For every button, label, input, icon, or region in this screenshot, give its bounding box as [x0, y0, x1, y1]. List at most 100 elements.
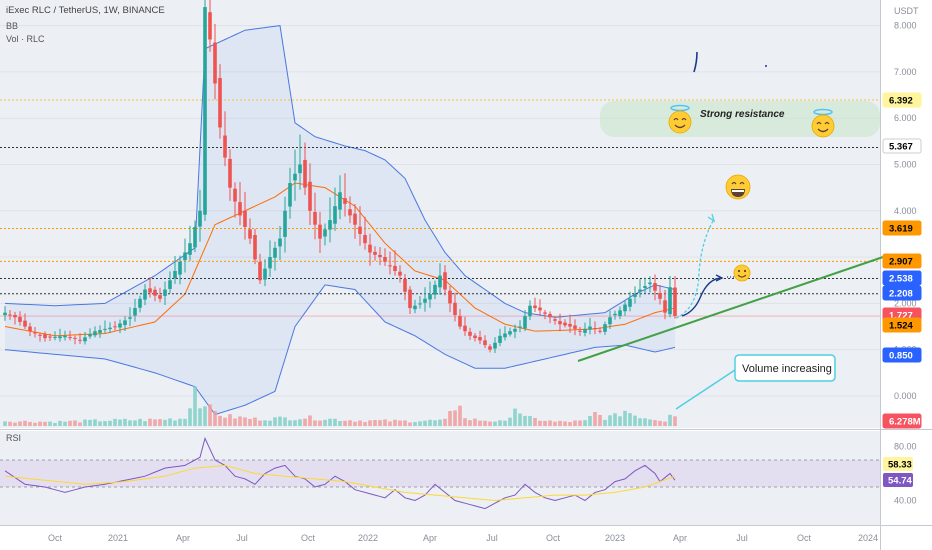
grin-icon — [725, 174, 751, 200]
volume-bar — [228, 414, 232, 426]
volume-bar — [108, 420, 112, 426]
price-tag — [882, 253, 922, 269]
rsi-axis-tick: 80.00 — [894, 442, 917, 452]
bb-lower — [4, 284, 676, 416]
volume-bar — [328, 418, 332, 426]
candle-body — [543, 312, 547, 314]
volume-bar — [213, 410, 217, 426]
bb-fill — [5, 25, 675, 415]
volume-bar — [488, 421, 492, 426]
candle-body — [393, 265, 397, 271]
candle-body — [113, 326, 117, 328]
candle-body — [118, 323, 122, 328]
strong-resistance-label: Strong resistance — [700, 109, 785, 120]
time-axis-tick: Oct — [797, 533, 812, 543]
support-trendline — [577, 255, 887, 362]
candle-body — [668, 287, 672, 315]
candle-body — [233, 188, 237, 202]
candle-body — [198, 210, 202, 227]
candle-body — [283, 210, 287, 237]
candle-body — [73, 337, 77, 339]
volume-bar — [33, 422, 37, 426]
volume-bar — [613, 413, 617, 426]
time-axis-tick: Oct — [301, 533, 316, 543]
candle-body — [188, 243, 192, 255]
candle-body — [38, 334, 42, 336]
candle-body — [158, 295, 162, 299]
volume-bar — [173, 420, 177, 426]
time-axis-tick: Apr — [673, 533, 687, 543]
candle-body — [288, 183, 292, 207]
candle-body — [8, 314, 12, 316]
volume-increasing-callout: Volume increasing — [734, 354, 836, 382]
candle-body — [598, 330, 602, 332]
volume-bar — [403, 420, 407, 426]
candle-body — [433, 284, 437, 295]
candle-body — [168, 280, 172, 289]
volume-bar — [143, 421, 147, 426]
candle-body — [453, 302, 457, 315]
candle-body — [253, 234, 257, 260]
candle-body — [368, 244, 372, 253]
volume-bar — [623, 410, 627, 426]
candle-body — [343, 198, 347, 204]
grid-lines — [0, 25, 880, 397]
candle-body — [318, 224, 322, 239]
time-axis-tick: 2021 — [108, 533, 128, 543]
candle-body — [163, 289, 167, 296]
volume-bar — [468, 420, 472, 426]
halo-smile-icon — [811, 108, 835, 138]
price-tag — [882, 270, 922, 286]
volume-bar — [338, 421, 342, 426]
volume-bar — [368, 420, 372, 426]
volume-bar — [73, 420, 77, 426]
candle-body — [383, 257, 387, 262]
price-tag-label: 0.850 — [889, 351, 913, 362]
volume-bar — [258, 420, 262, 426]
volume-bar — [178, 418, 182, 426]
volume-bar — [298, 419, 302, 426]
candle-body — [333, 206, 337, 224]
candle-body — [663, 300, 667, 313]
candle-body — [348, 209, 352, 216]
candle-body — [518, 326, 522, 328]
volume-bar — [8, 421, 12, 426]
volume-bar — [663, 421, 667, 426]
candle-body — [258, 261, 262, 281]
volume-bar — [288, 420, 292, 426]
volume-bar — [478, 420, 482, 426]
candle-body — [498, 335, 502, 343]
candle-body — [643, 286, 647, 288]
candle-body — [53, 336, 57, 338]
volume-bar — [648, 419, 652, 426]
volume-bar — [618, 416, 622, 426]
rsi-tag — [883, 457, 913, 471]
candles — [3, 0, 677, 354]
arrow-head-icon — [707, 213, 716, 223]
candle-body — [33, 332, 37, 334]
volume-bar — [188, 408, 192, 426]
time-axis-tick: 2024 — [858, 533, 878, 543]
candle-body — [148, 288, 152, 293]
price-tag — [882, 317, 922, 333]
candle-body — [18, 316, 22, 322]
volume-bar — [128, 420, 132, 426]
volume-bar — [373, 420, 377, 426]
candle-body — [313, 212, 317, 225]
volume-bar — [353, 421, 357, 426]
volume-bar — [423, 420, 427, 426]
candle-body — [593, 328, 597, 330]
candle-body — [323, 229, 327, 237]
volume-legend: Vol · RLC — [6, 34, 45, 44]
volume-bar — [283, 417, 287, 426]
volume-bar — [163, 419, 167, 426]
bb-legend: BB — [6, 21, 19, 31]
candle-body — [478, 336, 482, 341]
candle-body — [98, 330, 102, 333]
volume-bar — [343, 420, 347, 426]
candle-body — [423, 298, 427, 303]
time-axis[interactable]: Oct 2021 Apr Jul Oct 2022 Apr Jul Oct 2023 Apr Jul O… — [48, 533, 878, 543]
price-tag-label: 1.727 — [889, 311, 913, 322]
candle-body — [603, 324, 607, 332]
